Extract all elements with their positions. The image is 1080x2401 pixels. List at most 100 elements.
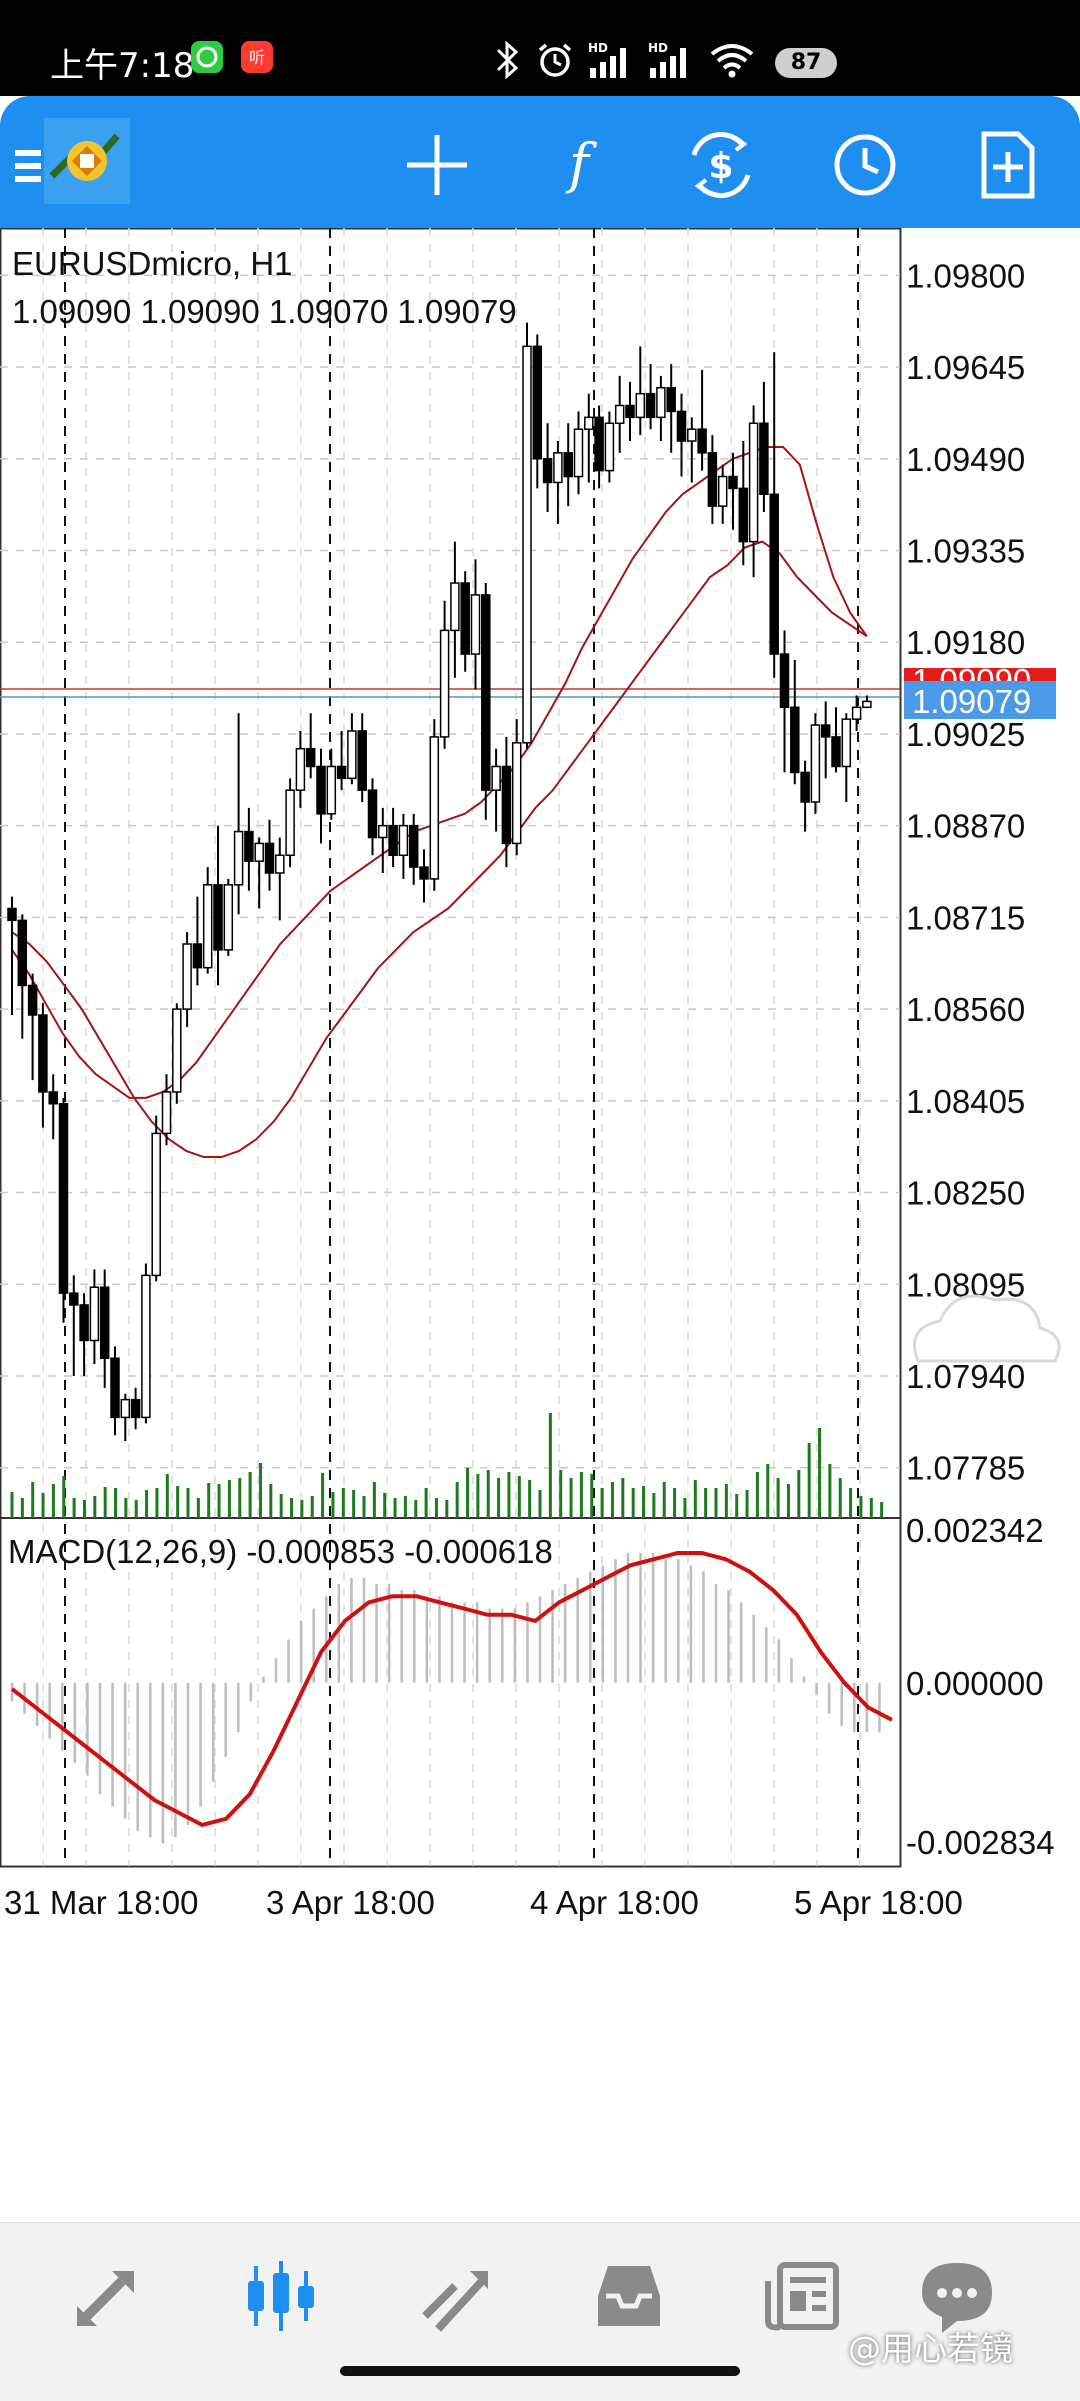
status-time: 上午7:18 (50, 46, 195, 86)
time-tick-label: 5 Apr 18:00 (794, 1884, 963, 1921)
cloud-icon[interactable] (913, 1294, 1061, 1363)
volume-bar (766, 1464, 770, 1518)
chart-area[interactable]: 1.098001.096451.094901.093351.091801.090… (0, 228, 1080, 2222)
candle-body (717, 475, 728, 507)
volume-bar (786, 1484, 790, 1518)
price-tick-label: 1.07940 (906, 1358, 1025, 1395)
volume-bar (186, 1488, 190, 1518)
volume-bar (569, 1478, 573, 1518)
candle-body (336, 765, 347, 780)
volume-bar (755, 1472, 759, 1518)
candle-body (305, 747, 316, 768)
macd-tick-label: 0.002342 (906, 1512, 1044, 1549)
candle-body (79, 1304, 89, 1342)
volume-bar (507, 1472, 511, 1518)
candle-body (738, 487, 749, 543)
candle-body (347, 730, 357, 780)
candle-body (27, 984, 38, 1016)
volume-bar (145, 1490, 149, 1518)
symbol-icon[interactable]: $ (676, 120, 766, 210)
chat-app-icon (191, 41, 223, 73)
price-tick-label: 1.09490 (906, 441, 1025, 478)
volume-bar (176, 1486, 180, 1518)
new-order-icon[interactable] (962, 120, 1052, 210)
menu-icon[interactable] (0, 120, 70, 210)
volume-bar (497, 1478, 501, 1518)
ohlc-values: 1.09090 1.09090 1.09070 1.09079 (12, 293, 517, 330)
candle-body (316, 765, 326, 815)
volume-bar (10, 1492, 14, 1518)
chart-frame (0, 228, 902, 1868)
time-tick-label: 4 Apr 18:00 (530, 1884, 699, 1921)
volume-bar (559, 1470, 563, 1518)
volume-bar (72, 1498, 76, 1518)
candle-body (254, 842, 264, 862)
candle-body (841, 718, 852, 768)
trade-icon[interactable] (410, 2251, 500, 2341)
volume-bar (466, 1468, 470, 1518)
volume-bar (269, 1484, 273, 1518)
candle-body (182, 943, 192, 1010)
candle-body (542, 458, 553, 484)
candle-body (38, 1014, 48, 1093)
news-icon[interactable] (758, 2251, 848, 2341)
volume-bar (548, 1413, 552, 1518)
volume-bar (579, 1472, 583, 1518)
volume-bar (621, 1478, 625, 1518)
symbol-timeframe: EURUSDmicro, H1 (12, 245, 293, 282)
volume-bar (610, 1482, 614, 1518)
volume-bar (538, 1490, 542, 1518)
macd-axis: 0.002342 0.000000 -0.002834 (906, 1512, 1055, 1861)
volume-bar (434, 1498, 438, 1518)
volume-bar (321, 1473, 325, 1518)
time-axis: 31 Mar 18:00 3 Apr 18:00 4 Apr 18:00 5 Apr … (4, 1884, 963, 1921)
hd-signal-icon: HD (588, 41, 626, 78)
messages-icon[interactable] (912, 2251, 1002, 2341)
candle-body (213, 884, 223, 951)
svg-text:f: f (565, 132, 597, 195)
candle-body (120, 1398, 131, 1419)
candle-body (553, 452, 563, 484)
home-indicator[interactable] (340, 2366, 740, 2376)
indicators-icon[interactable]: f (534, 120, 624, 210)
volume-bar (362, 1496, 366, 1518)
volume-bar (93, 1496, 97, 1518)
candle-body (408, 824, 419, 868)
volume-bar (869, 1498, 873, 1518)
quotes-icon[interactable] (62, 2251, 152, 2341)
svg-text:$: $ (708, 146, 733, 187)
macd-tick-label: 0.000000 (906, 1665, 1044, 1702)
volume-bar (797, 1470, 801, 1518)
price-tick-label: 1.09800 (906, 257, 1025, 294)
candle-body (388, 824, 398, 856)
candle-body (656, 387, 666, 419)
volume-bar (51, 1484, 55, 1518)
macd-panel (10, 1550, 893, 1844)
volume-bar (424, 1488, 428, 1518)
candle-body (594, 416, 604, 472)
volume-bar (590, 1474, 594, 1518)
svg-text:听: 听 (249, 48, 265, 67)
candle-body (367, 789, 378, 839)
volume-bar (828, 1464, 832, 1518)
candle-body (810, 724, 821, 803)
metatrader-logo[interactable] (42, 116, 132, 206)
chart-icon[interactable] (236, 2251, 326, 2341)
candle-body (790, 706, 800, 774)
volume-bar (207, 1483, 211, 1518)
price-tags: 1.09090 1.09079 (904, 662, 1056, 720)
volume-bar (735, 1494, 739, 1518)
candle-body (697, 428, 707, 454)
ma-fast-line (11, 445, 868, 1099)
candle-body (223, 884, 234, 951)
volume-bar (82, 1500, 86, 1518)
candle-body (285, 789, 295, 856)
volume-bar (517, 1476, 521, 1518)
crosshair-icon[interactable] (392, 120, 482, 210)
candle-body (99, 1286, 110, 1359)
volume-bar (455, 1482, 459, 1518)
history-icon[interactable] (584, 2251, 674, 2341)
candle-body (141, 1274, 151, 1419)
candle-body (820, 724, 831, 738)
timeframe-icon[interactable] (820, 120, 910, 210)
